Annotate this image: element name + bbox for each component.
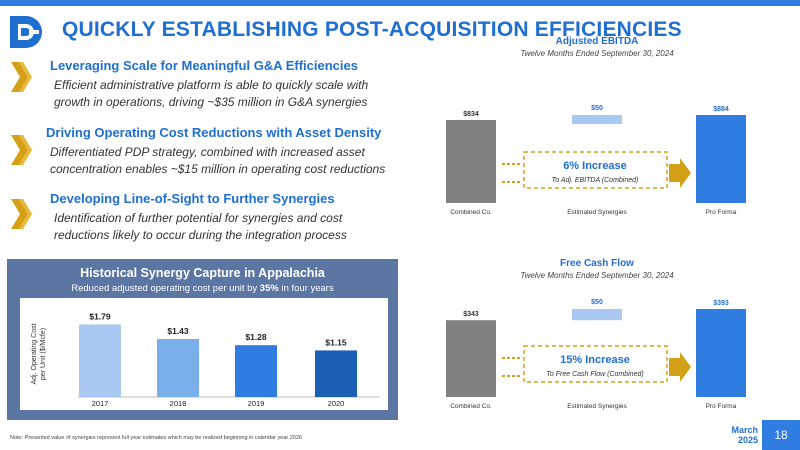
data-label: $1.43 xyxy=(167,326,189,336)
bar xyxy=(446,320,496,397)
arrow-right-icon xyxy=(669,352,691,382)
bullet-line: reductions likely to occur during the in… xyxy=(54,228,347,242)
bar xyxy=(235,345,277,397)
data-label: $50 xyxy=(591,105,603,112)
callout-subtitle: To Adj. EBITDA (Combined) xyxy=(552,177,639,184)
company-logo-icon xyxy=(10,16,42,48)
fcf-chart-title: Free Cash Flow xyxy=(560,258,634,269)
x-tick-label: Pro Forma xyxy=(706,209,737,216)
bullet-line: Identification of further potential for … xyxy=(54,211,343,225)
bar xyxy=(157,339,199,397)
x-tick-label: 2018 xyxy=(170,399,187,408)
x-tick-label: Combined Co. xyxy=(450,209,492,216)
x-tick-label: Estimated Synergies xyxy=(567,403,627,410)
y-axis-label-line: Adj. Operating Cost xyxy=(31,323,38,384)
data-label: $884 xyxy=(713,106,729,113)
bar xyxy=(696,309,746,397)
chevron-right-icon xyxy=(11,62,32,92)
ebitda-bar-chart: $834 $50 $884 6% Increase To Adj. EBITDA (Co… xyxy=(446,105,746,216)
subtitle-text: in four years xyxy=(278,283,334,294)
fcf-bar-chart: $343 $50 $393 15% Increase To Free Cash Flow… xyxy=(446,299,746,410)
historical-chart-subtitle: Reduced adjusted operating cost per unit… xyxy=(7,283,398,294)
arrow-right-icon xyxy=(669,158,691,188)
callout-title: 6% Increase xyxy=(563,160,627,172)
bullet-heading: Leveraging Scale for Meaningful G&A Effi… xyxy=(50,58,358,73)
subtitle-text: Reduced adjusted operating cost per unit… xyxy=(71,283,260,294)
callout-box xyxy=(523,151,668,189)
callout-box xyxy=(523,345,668,383)
increase-callout: 6% Increase To Adj. EBITDA (Combined) xyxy=(502,151,691,189)
footnote: Note: Presented value of synergies repre… xyxy=(10,435,302,441)
date-year: 2025 xyxy=(737,435,758,445)
callout-title: 15% Increase xyxy=(560,354,630,366)
data-label: $1.15 xyxy=(325,337,347,347)
data-label: $50 xyxy=(591,299,603,306)
bar xyxy=(446,119,496,203)
bar xyxy=(696,115,746,203)
chevron-right-icon xyxy=(11,199,32,229)
x-tick-label: Estimated Synergies xyxy=(567,209,627,216)
fcf-chart-subtitle: Twelve Months Ended September 30, 2024 xyxy=(520,271,674,280)
callout-subtitle: To Free Cash Flow (Combined) xyxy=(546,371,643,378)
x-tick-label: 2017 xyxy=(92,399,109,408)
callout-connector xyxy=(502,163,522,183)
data-label: $1.28 xyxy=(245,332,267,342)
bullet-heading: Developing Line-of-Sight to Further Syne… xyxy=(50,191,335,206)
x-tick-label: Combined Co. xyxy=(450,403,492,410)
x-tick-label: 2020 xyxy=(328,399,345,408)
bullet-line: concentration enables ~$15 million in op… xyxy=(50,162,386,176)
historical-chart-area: Adj. Operating Cost per Unit ($/Mcfe) $1.7… xyxy=(20,298,388,410)
data-label: $393 xyxy=(713,300,729,307)
page-number: 18 xyxy=(762,420,800,450)
ebitda-chart-subtitle: Twelve Months Ended September 30, 2024 xyxy=(520,49,674,58)
subtitle-highlight: 35% xyxy=(259,283,279,294)
top-accent-bar xyxy=(0,0,800,6)
bullet-heading: Driving Operating Cost Reductions with A… xyxy=(46,125,382,140)
date-month: March xyxy=(731,425,758,435)
bar xyxy=(572,309,622,321)
bar xyxy=(79,324,121,397)
y-axis-label-line: per Unit ($/Mcfe) xyxy=(40,328,47,380)
data-label: $834 xyxy=(463,111,479,118)
bullet-line: Differentiated PDP strategy, combined wi… xyxy=(50,145,365,159)
bar xyxy=(572,115,622,124)
x-tick-label: 2019 xyxy=(248,399,265,408)
ebitda-chart-title: Adjusted EBITDA xyxy=(555,36,639,47)
x-tick-label: Pro Forma xyxy=(706,403,737,410)
callout-connector xyxy=(502,357,522,377)
bullet-text: Identification of further potential for … xyxy=(54,210,404,244)
y-axis-label: Adj. Operating Cost per Unit ($/Mcfe) xyxy=(31,323,47,384)
bullet-line: growth in operations, driving ~$35 milli… xyxy=(54,95,368,109)
page-title: QUICKLY ESTABLISHING POST-ACQUISITION EF… xyxy=(62,18,682,41)
bullet-text: Efficient administrative platform is abl… xyxy=(54,77,404,111)
data-label: $343 xyxy=(463,311,479,318)
historical-chart-title: Historical Synergy Capture in Appalachia xyxy=(80,266,325,280)
historical-bar-chart: Adj. Operating Cost per Unit ($/Mcfe) $1.7… xyxy=(31,312,380,408)
chevron-right-icon xyxy=(11,135,32,165)
bar xyxy=(315,350,357,397)
data-label: $1.79 xyxy=(89,312,111,322)
presentation-date: March 2025 xyxy=(718,425,758,445)
increase-callout: 15% Increase To Free Cash Flow (Combined) xyxy=(502,345,691,383)
historical-synergy-panel: Historical Synergy Capture in Appalachia… xyxy=(7,259,398,420)
bullet-line: Efficient administrative platform is abl… xyxy=(54,78,369,92)
bullet-text: Differentiated PDP strategy, combined wi… xyxy=(50,144,410,178)
